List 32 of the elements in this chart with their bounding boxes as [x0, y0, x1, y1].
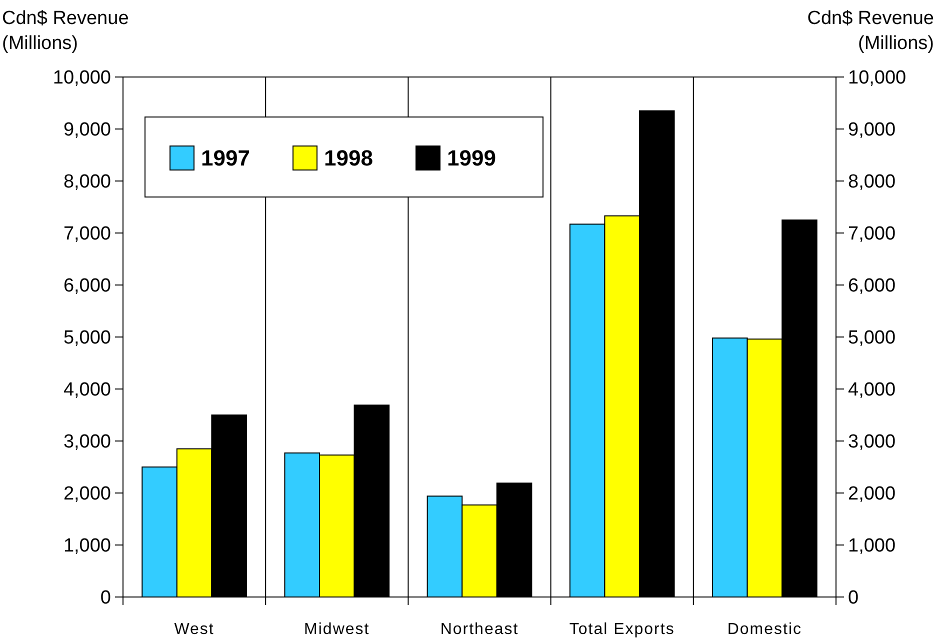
- x-tick-label: Northeast: [440, 621, 519, 638]
- legend-label: 1999: [447, 146, 496, 171]
- y-tick-label: 7,000: [63, 224, 111, 245]
- y2-tick-label: 3,000: [848, 432, 896, 453]
- legend-label: 1998: [324, 146, 373, 171]
- y-axis-title: Cdn$ Revenue (Millions): [2, 8, 129, 54]
- y2-tick-label: 9,000: [848, 120, 896, 141]
- y-tick-label: 1,000: [63, 536, 111, 557]
- y2-tick-label: 10,000: [848, 68, 906, 89]
- y2-tick-label: 4,000: [848, 380, 896, 401]
- y2-tick-label: 0: [848, 588, 859, 609]
- y2-tick-label: 7,000: [848, 224, 896, 245]
- x-tick-label: Total Exports: [569, 621, 675, 638]
- y-tick-label: 3,000: [63, 432, 111, 453]
- y-tick-label: 2,000: [63, 484, 111, 505]
- y2-axis-title: Cdn$ Revenue (Millions): [807, 8, 934, 54]
- x-tick-label: Midwest: [304, 621, 370, 638]
- y2-tick-label: 6,000: [848, 276, 896, 297]
- y2-tick-label: 8,000: [848, 172, 896, 193]
- y-tick-label: 6,000: [63, 276, 111, 297]
- legend-label: 1997: [201, 146, 250, 171]
- y2-tick-label: 2,000: [848, 484, 896, 505]
- y-tick-label: 4,000: [63, 380, 111, 401]
- x-tick-label: Domestic: [727, 621, 802, 638]
- y-tick-label: 8,000: [63, 172, 111, 193]
- y-tick-label: 5,000: [63, 328, 111, 349]
- y-tick-label: 0: [100, 588, 111, 609]
- x-tick-label: West: [174, 621, 214, 638]
- y-tick-label: 9,000: [63, 120, 111, 141]
- y2-tick-label: 1,000: [848, 536, 896, 557]
- y-tick-label: 10,000: [52, 68, 111, 89]
- y2-tick-label: 5,000: [848, 328, 896, 349]
